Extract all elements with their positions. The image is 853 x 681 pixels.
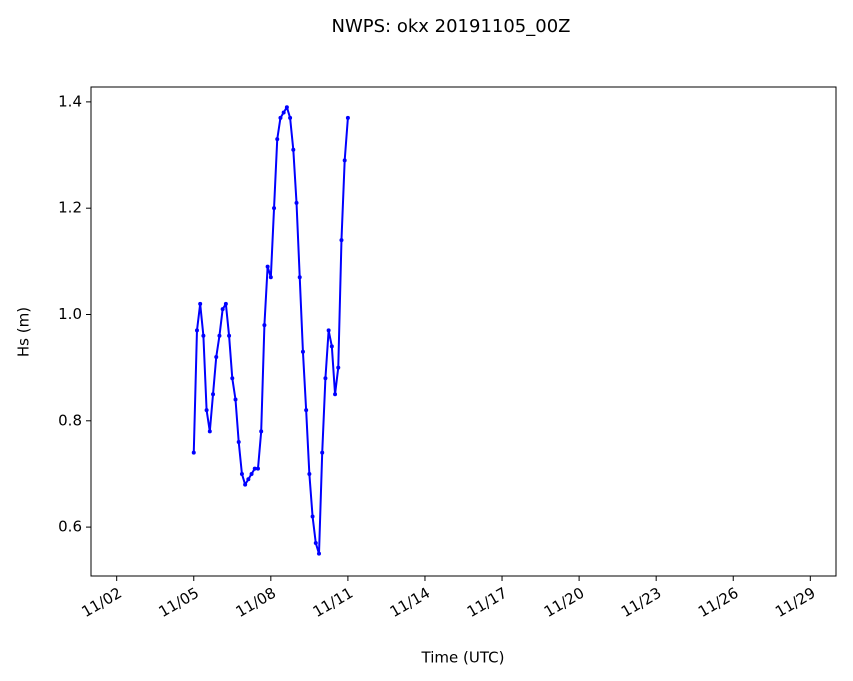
data-point bbox=[294, 200, 299, 205]
data-point bbox=[288, 115, 293, 120]
data-point bbox=[297, 275, 302, 280]
data-point bbox=[323, 376, 328, 381]
y-tick-label: 1.2 bbox=[58, 199, 82, 217]
data-point bbox=[249, 471, 254, 476]
x-tick-label: 11/26 bbox=[695, 584, 741, 621]
x-tick-label: 11/20 bbox=[541, 584, 587, 621]
data-point bbox=[339, 238, 344, 243]
data-point bbox=[243, 482, 248, 487]
data-point bbox=[336, 365, 341, 370]
chart-title: NWPS: okx 20191105_00Z bbox=[332, 16, 571, 37]
data-point bbox=[223, 301, 228, 306]
data-point bbox=[204, 408, 209, 413]
data-point bbox=[281, 110, 286, 115]
data-point bbox=[342, 158, 347, 163]
data-point bbox=[345, 115, 350, 120]
x-tick-label: 11/02 bbox=[78, 584, 124, 621]
y-tick-label: 1.0 bbox=[58, 305, 82, 323]
data-point bbox=[239, 471, 244, 476]
data-point bbox=[310, 514, 315, 519]
x-axis-label: Time (UTC) bbox=[421, 649, 505, 667]
data-point bbox=[304, 408, 309, 413]
data-point bbox=[329, 344, 334, 349]
plot-frame bbox=[90, 86, 837, 577]
x-tick-label: 11/14 bbox=[387, 584, 433, 621]
data-point bbox=[194, 328, 199, 333]
y-tick-label: 0.6 bbox=[58, 518, 82, 536]
data-point bbox=[252, 466, 257, 471]
data-point bbox=[307, 471, 312, 476]
data-point bbox=[300, 349, 305, 354]
data-point bbox=[313, 541, 318, 546]
data-point bbox=[265, 264, 270, 269]
data-point bbox=[217, 333, 222, 338]
x-tick-label: 11/23 bbox=[618, 584, 664, 621]
data-point bbox=[233, 397, 238, 402]
data-point bbox=[275, 137, 280, 142]
data-point bbox=[246, 477, 251, 482]
x-tick-label: 11/05 bbox=[156, 584, 202, 621]
data-point bbox=[326, 328, 331, 333]
data-point bbox=[191, 450, 196, 455]
data-point bbox=[320, 450, 325, 455]
data-point bbox=[259, 429, 264, 434]
data-point bbox=[227, 333, 232, 338]
x-tick-label: 11/11 bbox=[310, 584, 356, 621]
y-tick-label: 0.8 bbox=[58, 411, 82, 429]
data-point bbox=[230, 376, 235, 381]
x-tick-label: 11/29 bbox=[772, 584, 818, 621]
data-point bbox=[211, 392, 216, 397]
y-tick-label: 1.4 bbox=[58, 92, 82, 110]
data-point bbox=[268, 275, 273, 280]
data-point bbox=[198, 301, 203, 306]
data-point bbox=[214, 355, 219, 360]
data-point bbox=[333, 392, 338, 397]
y-axis-label: Hs (m) bbox=[15, 307, 33, 357]
data-point bbox=[291, 147, 296, 152]
data-point bbox=[201, 333, 206, 338]
data-point bbox=[316, 551, 321, 556]
data-point bbox=[207, 429, 212, 434]
data-line bbox=[192, 106, 349, 555]
x-tick-label: 11/17 bbox=[464, 584, 510, 621]
data-point bbox=[284, 105, 289, 110]
data-point bbox=[236, 440, 241, 445]
data-point bbox=[255, 466, 260, 471]
data-point bbox=[262, 323, 267, 328]
x-tick-label: 11/08 bbox=[233, 584, 279, 621]
data-point bbox=[272, 206, 277, 211]
data-point bbox=[278, 115, 283, 120]
data-point bbox=[220, 307, 225, 312]
